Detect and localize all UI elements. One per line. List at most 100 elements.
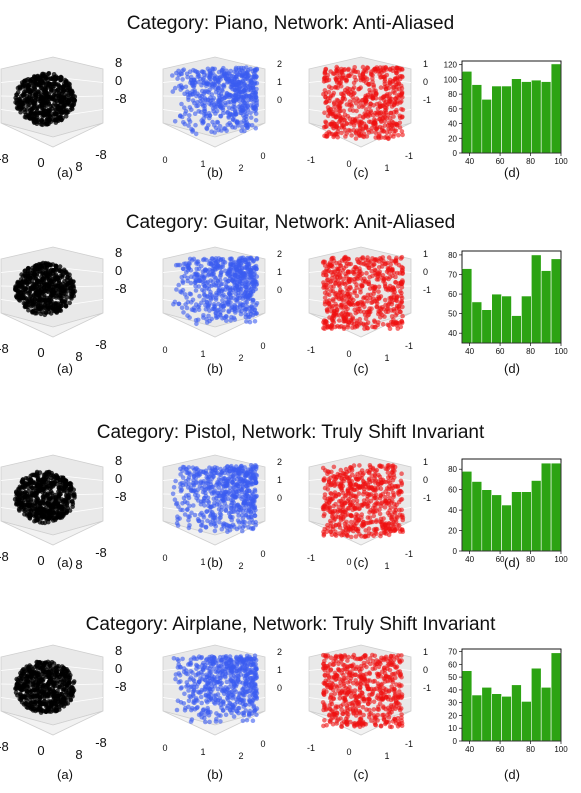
scatter-point [322, 284, 327, 290]
z-tick-label: 8 [115, 453, 122, 468]
scatter-point [187, 69, 193, 74]
x-tick-label: 40 [465, 157, 474, 166]
scatter-point [207, 301, 213, 306]
scatter-point [58, 491, 63, 497]
scatter-point [201, 116, 206, 121]
scatter-point [361, 309, 367, 315]
scatter-point [254, 67, 259, 72]
scatter-point [59, 110, 64, 115]
y-tick-label: 50 [448, 310, 457, 319]
scatter-point [223, 300, 228, 305]
scatter-point [399, 471, 404, 477]
scatter-point [392, 90, 397, 96]
scatter-point [212, 104, 218, 110]
scatter-point [13, 490, 19, 495]
scatter-point [234, 73, 240, 78]
scatter-point [233, 80, 238, 86]
scatter-point [46, 71, 51, 76]
scatter-point [253, 118, 259, 123]
scatter-point [201, 119, 206, 125]
scatter-point [237, 504, 242, 510]
scatter-point [40, 119, 45, 124]
scatter-point [33, 285, 38, 290]
scatter-point [180, 77, 185, 82]
scatter-point [230, 267, 235, 273]
x-tick-label: 100 [554, 157, 568, 166]
scatter-point [396, 80, 401, 85]
scatter-point [241, 118, 247, 123]
scatter-point [186, 525, 192, 531]
scatter-point [394, 65, 400, 71]
scatter-point [374, 65, 380, 70]
scatter-point [179, 290, 184, 295]
scatter-point [334, 260, 339, 266]
scatter-point [185, 275, 190, 281]
scatter-point [240, 483, 245, 489]
scatter-point [348, 465, 353, 470]
scatter-point [24, 107, 30, 112]
scatter-point [44, 90, 50, 96]
scatter-point [48, 311, 54, 316]
scatter-point [17, 298, 23, 303]
scatter-point [207, 258, 213, 264]
scatter-point [217, 511, 223, 516]
scatter-point [238, 280, 243, 286]
scatter-point [349, 71, 354, 76]
scatter-point [205, 518, 210, 524]
scatter-point [177, 262, 183, 268]
scatter-point [49, 267, 54, 273]
z-tick-label: 0 [423, 77, 428, 87]
histogram-bar [550, 258, 562, 344]
scatter-point [56, 106, 62, 112]
scatter-point [210, 85, 215, 90]
scatter-point [65, 82, 70, 88]
scatter-point [371, 113, 376, 118]
scatter-point [370, 72, 375, 78]
y-tick-label: 0 [260, 549, 265, 559]
scatter-point [372, 270, 378, 276]
scatter-point [253, 494, 259, 500]
z-tick-label: 0 [277, 285, 282, 295]
histogram-bar [540, 81, 552, 154]
scatter-point [236, 94, 242, 100]
scatter-point [24, 296, 29, 302]
scatter-point [35, 117, 40, 123]
x-tick-label: 80 [526, 157, 535, 166]
scatter-point [336, 103, 342, 108]
scatter-point [67, 272, 72, 278]
scatter-point [356, 104, 362, 110]
scatter-point [187, 291, 193, 297]
scatter-point [222, 489, 228, 495]
scatter-point [46, 304, 52, 310]
panel-caption: (a) [57, 165, 73, 180]
scatter-point [71, 487, 76, 493]
scatter-point [393, 258, 399, 264]
scatter-point [332, 291, 338, 297]
scatter-point [59, 299, 65, 304]
scatter-point [322, 492, 328, 497]
scatter-point [187, 514, 192, 519]
scatter-point [226, 309, 232, 315]
scatter-point [351, 85, 357, 90]
scatter-point [225, 75, 231, 81]
scatter-point [44, 310, 49, 315]
scatter-point [182, 499, 188, 505]
scatter-point [57, 264, 63, 269]
scatter-point [230, 112, 235, 118]
row-title: Category: Guitar, Network: Anit-Aliased [125, 212, 456, 233]
scatter-point [192, 488, 197, 493]
scatter-point [211, 503, 217, 509]
scatter-point [341, 316, 346, 321]
scatter-point [213, 267, 218, 272]
scatter-point [360, 64, 366, 70]
scatter-point [28, 286, 34, 292]
scatter-point [191, 307, 196, 313]
scatter-point [198, 469, 204, 474]
scatter-point [27, 102, 32, 108]
scatter-point [65, 493, 71, 499]
scatter-panel-a [0, 56, 104, 148]
scatter-point [204, 320, 210, 325]
scatter-point [364, 270, 369, 276]
scatter-point [204, 471, 209, 476]
scatter-point [245, 282, 251, 287]
